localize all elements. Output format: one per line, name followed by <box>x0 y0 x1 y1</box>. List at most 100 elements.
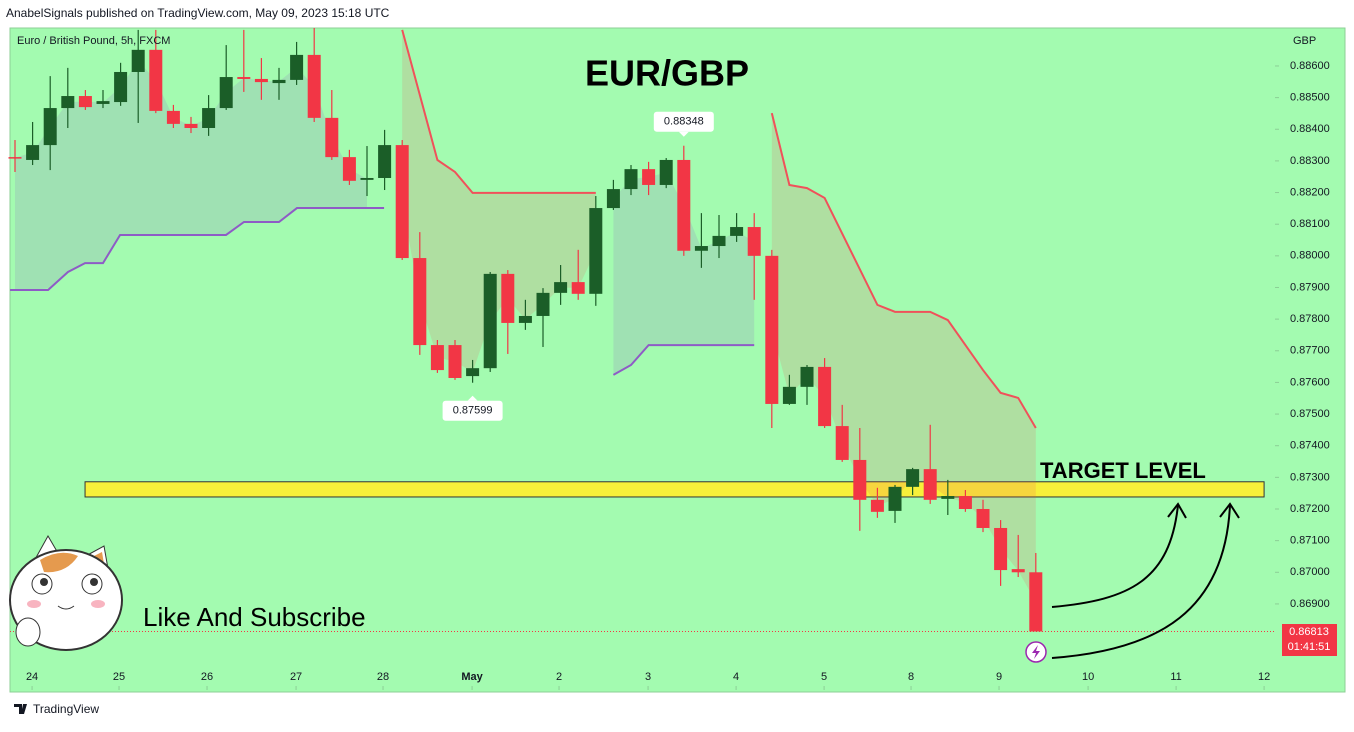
candle-body <box>800 366 814 387</box>
trend-fill <box>402 29 596 373</box>
candle-body <box>835 426 849 460</box>
y-tick-label: 0.87100 <box>1290 535 1330 547</box>
candle-body <box>61 96 75 109</box>
candle-body <box>342 157 356 181</box>
y-tick-label: 0.87000 <box>1290 566 1330 578</box>
arrow <box>1051 504 1231 659</box>
x-tick-label: 26 <box>201 671 213 683</box>
logo <box>14 704 27 714</box>
y-tick-label: 0.87700 <box>1290 345 1330 357</box>
y-tick-label: 0.87300 <box>1290 471 1330 483</box>
y-tick-label: 0.88000 <box>1290 250 1330 262</box>
countdown: 01:41:51 <box>1288 641 1331 653</box>
candle-body <box>483 273 497 369</box>
x-tick-label: 5 <box>821 671 827 683</box>
candle-body <box>166 110 180 124</box>
candle-body <box>202 108 216 128</box>
fill-layer <box>14 29 1036 602</box>
candle-body <box>378 145 392 178</box>
price-marker-tip <box>678 131 689 137</box>
price-marker-label: 0.88348 <box>664 116 704 128</box>
currency: GBP <box>1293 35 1316 47</box>
candle-body <box>853 459 867 500</box>
trend-fill <box>771 113 1036 602</box>
candle-body <box>131 49 145 72</box>
candle-body <box>747 227 761 256</box>
candle-body <box>606 189 620 209</box>
arrow-head <box>1167 502 1187 519</box>
candle-body <box>96 101 110 104</box>
y-tick-label: 0.88500 <box>1290 92 1330 104</box>
candle-body <box>448 345 462 378</box>
y-tick-label: 0.88600 <box>1290 60 1330 72</box>
y-tick-label: 0.87400 <box>1290 440 1330 452</box>
y-tick-label: 0.88300 <box>1290 155 1330 167</box>
x-tick-label: 4 <box>733 671 739 683</box>
price-marker-box <box>653 111 714 132</box>
x-tick-label: 2 <box>556 671 562 683</box>
symbol: Euro / British Pound, 5h, FXCM <box>17 35 170 47</box>
candle-body <box>571 282 585 294</box>
arrow <box>1051 504 1179 608</box>
candle-body <box>307 54 321 118</box>
candle-body <box>254 78 268 83</box>
mascot <box>9 534 123 651</box>
candle-body <box>976 508 990 528</box>
candle-body <box>694 246 708 251</box>
x-tick-label: 9 <box>996 671 1002 683</box>
trend-line <box>612 344 755 376</box>
candle-body <box>589 208 603 294</box>
arrow-head <box>1219 502 1240 519</box>
candle-body <box>430 345 444 371</box>
x-tick-label: 28 <box>377 671 389 683</box>
candle-body <box>237 77 251 79</box>
footer: TradingView <box>33 702 99 716</box>
y-tick-label: 0.87200 <box>1290 503 1330 515</box>
publisher: AnabelSignals published on TradingView.c… <box>6 6 390 20</box>
candle-body <box>1011 569 1025 573</box>
trend-line <box>401 29 596 194</box>
candle-layer <box>8 28 1043 632</box>
x-tick-label: 8 <box>908 671 914 683</box>
candle-body <box>360 177 374 180</box>
annotation-layer: 0.88348 0.87599 <box>442 111 714 421</box>
zone-layer <box>10 481 1275 632</box>
candle-body <box>624 169 638 190</box>
line-layer <box>10 29 1037 429</box>
candle-body <box>642 169 656 185</box>
price-marker-box <box>442 400 503 421</box>
x-tick-label: May <box>461 671 483 683</box>
target-zone <box>84 481 1265 498</box>
candle-body <box>43 108 57 146</box>
x-tick-label: 12 <box>1258 671 1270 683</box>
candle-body <box>395 145 409 259</box>
x-tick-label: 11 <box>1170 671 1181 683</box>
alert-icon <box>1025 641 1047 663</box>
candle-body <box>325 117 339 158</box>
candle-body <box>149 49 163 111</box>
candle-body <box>1029 572 1043 632</box>
candle-body <box>219 77 233 109</box>
chart-title: EUR/GBP <box>585 53 749 94</box>
y-tick-label: 0.88100 <box>1290 218 1330 230</box>
price-marker-tip <box>467 395 478 401</box>
target-label: TARGET LEVEL <box>1040 458 1206 483</box>
arrows <box>1051 502 1240 659</box>
price-marker-label: 0.87599 <box>453 405 493 417</box>
candle-body <box>870 499 884 512</box>
x-tick-label: 10 <box>1082 671 1094 683</box>
trend-fill <box>613 172 755 375</box>
candle-body <box>272 79 286 84</box>
candle-body <box>114 71 128 103</box>
candle-body <box>941 496 955 499</box>
candle-body <box>782 386 796 404</box>
candle-body <box>712 235 726 247</box>
candle-body <box>765 255 779 404</box>
candle-body <box>994 527 1008 571</box>
candle-body <box>8 157 22 159</box>
candle-body <box>818 366 832 427</box>
candle-body <box>466 368 480 377</box>
chart-background <box>9 27 1346 693</box>
y-tick-label: 0.88200 <box>1290 186 1330 198</box>
y-tick-label: 0.87500 <box>1290 408 1330 420</box>
